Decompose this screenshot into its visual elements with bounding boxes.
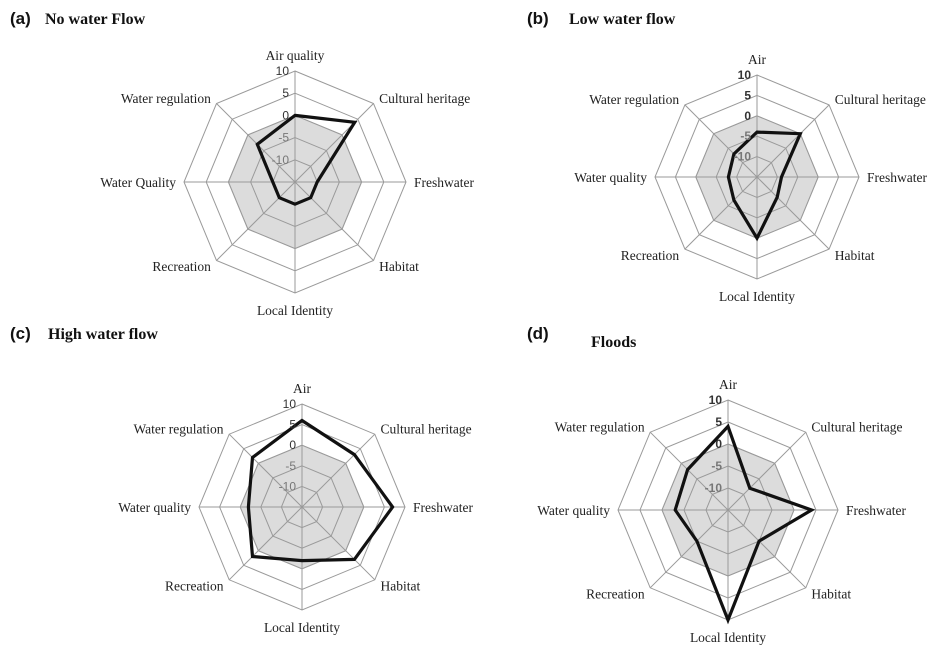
panel-b: (b) Low water flow 10 5 0 -5 -10 Air Cultural he…: [527, 9, 927, 304]
panel-a-tick-label: -10: [272, 153, 290, 167]
panel-b-tick-label: 0: [744, 109, 751, 123]
panel-b-tick-label: 5: [744, 88, 751, 102]
panel-d-series-line: [673, 423, 816, 625]
panel-d-spoke: [649, 509, 729, 589]
panel-d-tick-label: 10: [709, 393, 723, 407]
panel-a-axis-label-recreation: Recreation: [152, 259, 211, 274]
panel-a-tick-label: -5: [278, 131, 289, 145]
panel-b-tick-label: -5: [740, 129, 751, 143]
panel-b-letter: (b): [527, 9, 549, 28]
panel-c-axis-label-water-quality: Water quality: [118, 500, 191, 515]
panel-a-spoke: [216, 181, 296, 261]
panel-b-axis-label-local-identity: Local Identity: [719, 289, 795, 304]
panel-a-axis-label-water-regulation: Water regulation: [121, 91, 211, 106]
panel-b-axis-label-water-quality: Water quality: [574, 170, 647, 185]
panel-c-axis-label-recreation: Recreation: [165, 579, 224, 594]
panel-c-axis-label-local-identity: Local Identity: [264, 620, 340, 635]
panel-a-tick-label: 0: [282, 108, 289, 122]
panel-d: (d) Floods 10 5 0 -5 -10 Air Cultural heritage Fr…: [527, 324, 906, 645]
panel-a-axis-label-cultural-heritage: Cultural heritage: [379, 91, 470, 106]
panel-c-spoke: [228, 506, 303, 581]
panel-c-axis-label-habitat: Habitat: [381, 579, 421, 594]
panel-b-axis-label-recreation: Recreation: [621, 248, 680, 263]
panel-c-axis-label-water-regulation: Water regulation: [134, 422, 224, 437]
panel-b-axis-label-air: Air: [748, 52, 767, 67]
panel-d-axis-label-local-identity: Local Identity: [690, 630, 766, 645]
panel-b-spoke: [684, 176, 758, 250]
panel-d-axis-label-recreation: Recreation: [586, 586, 645, 601]
panel-a-axis-label-local-identity: Local Identity: [257, 303, 333, 318]
panel-b-spoke: [756, 176, 830, 250]
panel-b-axis-label-water-regulation: Water regulation: [589, 92, 679, 107]
panel-d-axis-label-cultural-heritage: Cultural heritage: [811, 420, 902, 435]
panel-b-tick-label: 10: [738, 68, 752, 82]
panel-a-axis-label-air-quality: Air quality: [266, 48, 325, 63]
panel-c-spoke: [301, 506, 376, 581]
panel-d-axis-label-air: Air: [719, 377, 738, 392]
panel-a-spoke: [216, 103, 296, 183]
panel-c-tick-label: 0: [289, 438, 296, 452]
panel-d-axis-label-water-quality: Water quality: [537, 503, 610, 518]
panel-c-spoke: [228, 433, 303, 508]
panel-d-tick-label: 0: [715, 437, 722, 451]
panel-d-axis-label-freshwater: Freshwater: [846, 503, 906, 518]
panel-a-series-line: [255, 113, 358, 206]
panel-a-spoke: [294, 103, 374, 183]
panel-c-tick-label: -5: [285, 459, 296, 473]
panel-d-spoke: [727, 509, 807, 589]
panel-d-tick-label: -10: [705, 481, 723, 495]
panel-a: (a) No water Flow 10 5 0 -5 -10 Air quality Cult…: [10, 9, 474, 318]
panel-a-letter: (a): [10, 9, 31, 28]
panel-b-spoke: [756, 104, 830, 178]
panel-c-spoke: [301, 433, 376, 508]
panel-c-axis-label-cultural-heritage: Cultural heritage: [381, 422, 472, 437]
panel-d-letter: (d): [527, 324, 549, 343]
panel-d-axis-label-habitat: Habitat: [811, 586, 851, 601]
panel-a-spoke: [294, 181, 374, 261]
panel-c-axis-label-air: Air: [293, 381, 312, 396]
panel-a-tick-label: 5: [282, 86, 289, 100]
panel-a-axis-label-water-quality: Water Quality: [100, 175, 176, 190]
panel-d-spoke: [727, 431, 807, 511]
panel-c-axis-label-freshwater: Freshwater: [413, 500, 473, 515]
panel-a-axis-label-freshwater: Freshwater: [414, 175, 474, 190]
panel-b-series-line: [726, 130, 803, 242]
panel-b-title: Low water flow: [569, 11, 676, 28]
panel-b-axis-label-cultural-heritage: Cultural heritage: [835, 92, 926, 107]
panel-a-title: No water Flow: [45, 11, 146, 28]
panel-d-title: Floods: [591, 334, 636, 351]
panel-b-tick-label: -10: [734, 150, 752, 164]
panel-d-tick-label: 5: [715, 415, 722, 429]
panel-c-title: High water flow: [48, 326, 158, 343]
panel-d-tick-label: -5: [711, 459, 722, 473]
panel-c-letter: (c): [10, 324, 31, 343]
panel-b-axis-label-freshwater: Freshwater: [867, 170, 927, 185]
panel-d-spoke: [649, 431, 729, 511]
panel-c-tick-label: 10: [283, 397, 297, 411]
panel-b-axis-label-habitat: Habitat: [835, 248, 875, 263]
panel-c-tick-label: 5: [289, 418, 296, 432]
panel-c-tick-label: -10: [279, 479, 297, 493]
panel-b-spoke: [684, 104, 758, 178]
panel-d-axis-label-water-regulation: Water regulation: [555, 420, 645, 435]
panel-a-tick-label: 10: [276, 64, 290, 78]
panel-a-axis-label-habitat: Habitat: [379, 259, 419, 274]
panel-c-series-line: [246, 418, 395, 563]
panel-c: (c) High water flow 10 5 0 -5 -10 Air Cultural h…: [10, 324, 473, 635]
